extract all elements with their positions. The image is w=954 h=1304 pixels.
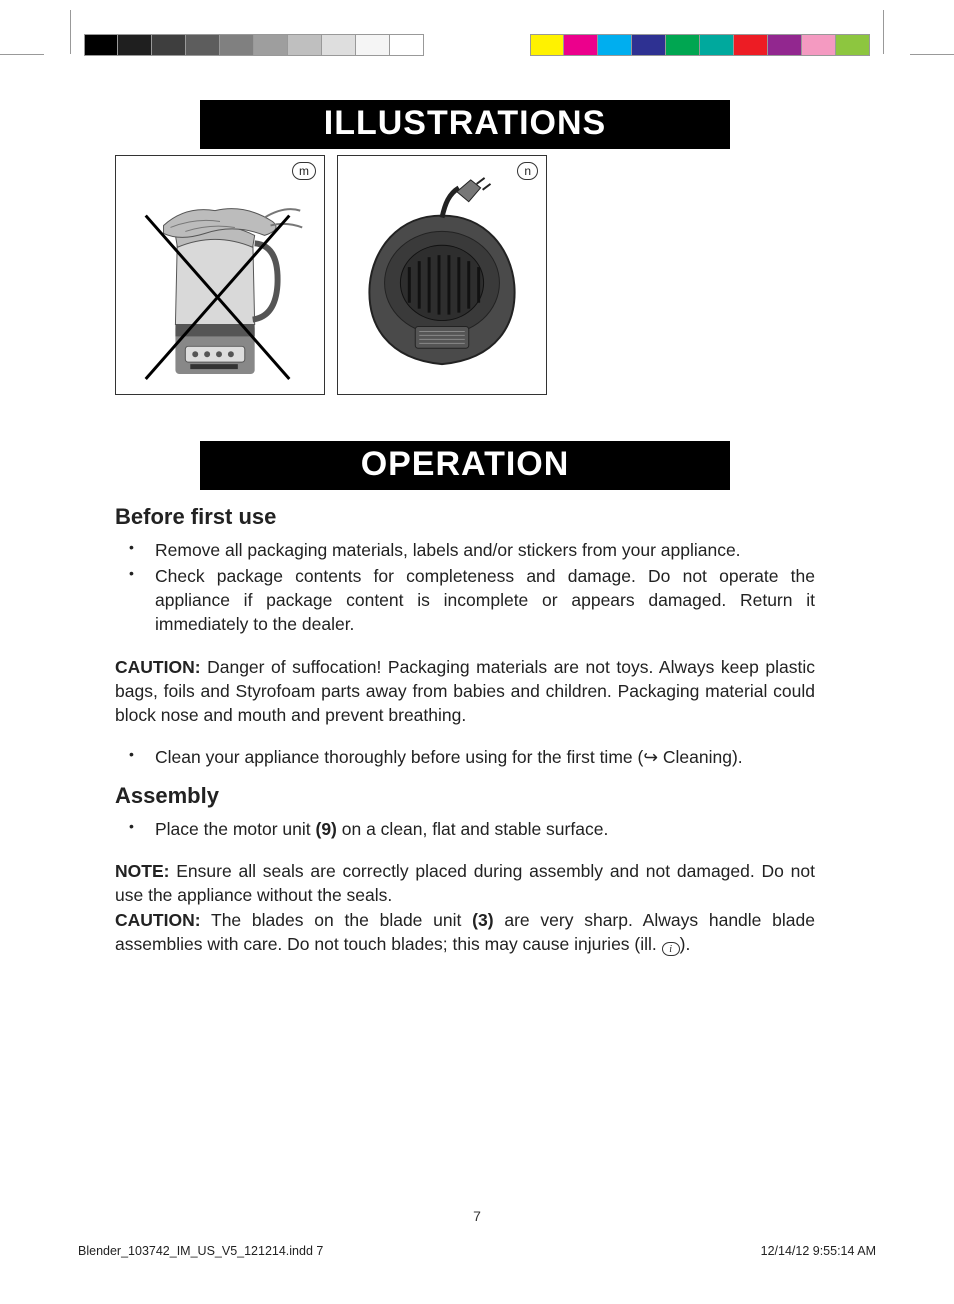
illustration-label-n: n bbox=[517, 162, 538, 180]
list-item: Clean your appliance thoroughly before u… bbox=[115, 745, 815, 769]
illustration-label-m: m bbox=[292, 162, 316, 180]
part-ref-3: (3) bbox=[472, 910, 493, 930]
swatch bbox=[802, 34, 836, 56]
list-item: Check package contents for completeness … bbox=[115, 564, 815, 636]
crop-mark bbox=[910, 54, 954, 55]
clean-ref: Cleaning bbox=[663, 747, 732, 767]
assembly-item-prefix: Place the motor unit bbox=[155, 819, 316, 839]
note-label: NOTE: bbox=[115, 861, 169, 881]
illustration-m: m bbox=[115, 155, 325, 395]
swatch bbox=[288, 34, 322, 56]
swatch bbox=[734, 34, 768, 56]
swatch bbox=[390, 34, 424, 56]
swatch bbox=[254, 34, 288, 56]
caution-label: CAUTION: bbox=[115, 910, 201, 930]
blender-base-bottom-icon bbox=[338, 156, 546, 394]
swatch bbox=[356, 34, 390, 56]
swatch bbox=[530, 34, 564, 56]
swatch bbox=[836, 34, 870, 56]
arrow-ref-icon bbox=[643, 747, 663, 767]
swatch bbox=[768, 34, 802, 56]
part-ref-9: (9) bbox=[316, 819, 337, 839]
swatch bbox=[564, 34, 598, 56]
list-item: Place the motor unit (9) on a clean, fla… bbox=[115, 817, 815, 841]
swatch bbox=[322, 34, 356, 56]
section-heading-operation: OPERATION bbox=[200, 441, 730, 490]
caution-text: Danger of suffocation! Packaging materia… bbox=[115, 657, 815, 725]
swatch bbox=[666, 34, 700, 56]
caution-label: CAUTION: bbox=[115, 657, 201, 677]
caution-prefix: The blades on the blade unit bbox=[201, 910, 473, 930]
assembly-list: Place the motor unit (9) on a clean, fla… bbox=[115, 817, 815, 841]
subheading-assembly: Assembly bbox=[115, 783, 815, 809]
swatch bbox=[598, 34, 632, 56]
swatch bbox=[84, 34, 118, 56]
page-number: 7 bbox=[473, 1208, 481, 1224]
note-text: Ensure all seals are correctly placed du… bbox=[115, 861, 815, 905]
clean-text-suffix: ). bbox=[732, 747, 743, 767]
color-swatch-row bbox=[530, 34, 870, 56]
swatch bbox=[186, 34, 220, 56]
info-icon: i bbox=[662, 942, 680, 956]
before-first-use-list: Remove all packaging materials, labels a… bbox=[115, 538, 815, 637]
swatch bbox=[152, 34, 186, 56]
clean-list: Clean your appliance thoroughly before u… bbox=[115, 745, 815, 769]
clean-text-prefix: Clean your appliance thoroughly before u… bbox=[155, 747, 643, 767]
swatch bbox=[700, 34, 734, 56]
illustrations-row: m bbox=[115, 155, 815, 395]
footer-filename: Blender_103742_IM_US_V5_121214.indd 7 bbox=[78, 1244, 323, 1258]
list-item: Remove all packaging materials, labels a… bbox=[115, 538, 815, 562]
blender-wrong-icon bbox=[116, 156, 324, 394]
swatch bbox=[632, 34, 666, 56]
crop-mark bbox=[0, 54, 44, 55]
swatch bbox=[220, 34, 254, 56]
note-paragraph: NOTE: Ensure all seals are correctly pla… bbox=[115, 859, 815, 907]
assembly-item-suffix: on a clean, flat and stable surface. bbox=[337, 819, 608, 839]
grayscale-swatch-row bbox=[84, 34, 424, 56]
assembly-caution-paragraph: CAUTION: The blades on the blade unit (3… bbox=[115, 908, 815, 956]
caution-paragraph: CAUTION: Danger of suffocation! Packagin… bbox=[115, 655, 815, 727]
subheading-before-first-use: Before first use bbox=[115, 504, 815, 530]
illustration-n: n bbox=[337, 155, 547, 395]
section-heading-illustrations: ILLUSTRATIONS bbox=[200, 100, 730, 149]
registration-marks bbox=[0, 10, 954, 54]
swatch bbox=[118, 34, 152, 56]
caution-suffix: ). bbox=[680, 934, 691, 954]
footer-timestamp: 12/14/12 9:55:14 AM bbox=[761, 1244, 876, 1258]
